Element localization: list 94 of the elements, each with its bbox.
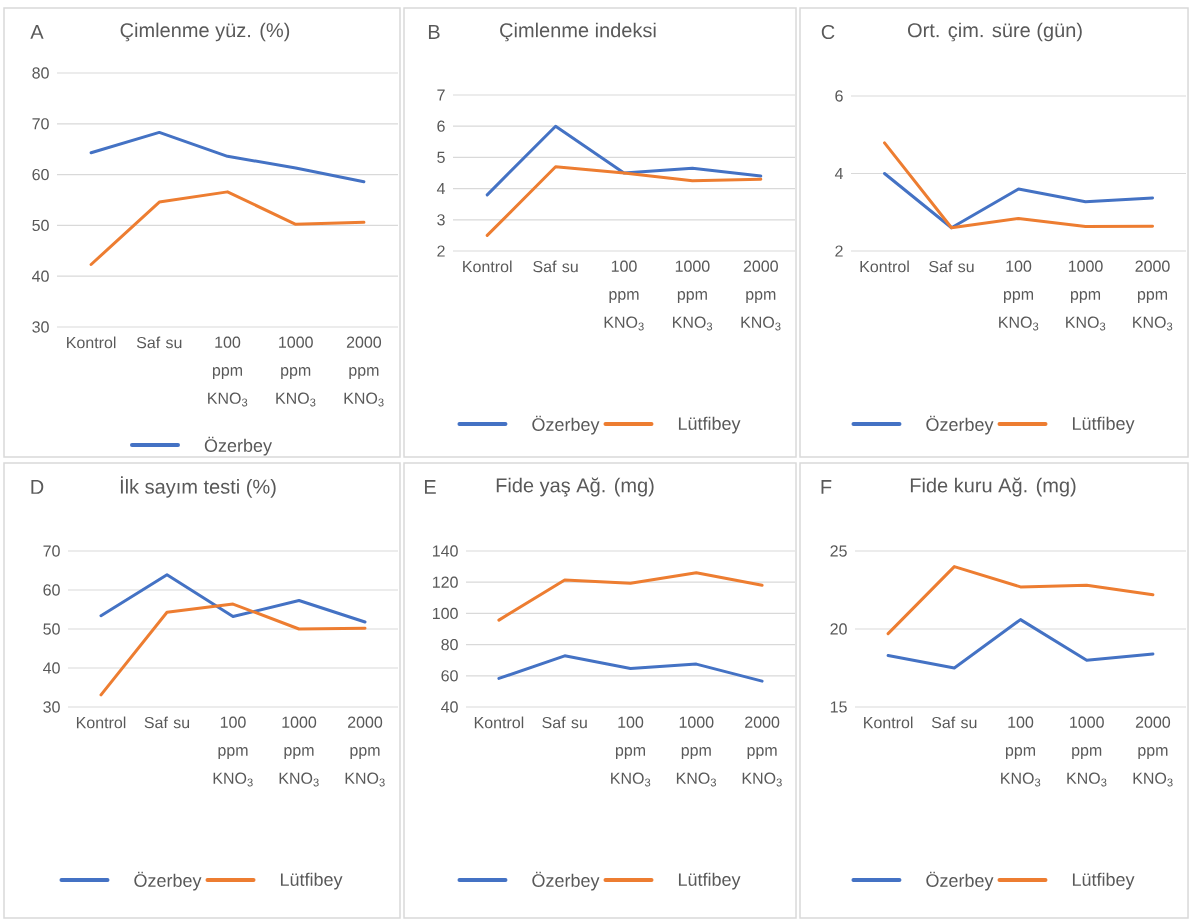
line-series [99, 602, 367, 697]
y-tick-label: 40 [32, 270, 49, 282]
legend-label: Özerbey [532, 415, 600, 435]
line-series [485, 165, 763, 237]
line-series [99, 573, 367, 624]
x-tick-label: Kontrol [67, 336, 116, 349]
legend-label: Özerbey [134, 871, 202, 891]
x-tick-label: Saf su [144, 716, 190, 729]
y-tick-label: 80 [441, 638, 458, 651]
category-label: 1000 ppm KNO$_{3}$ [276, 336, 316, 407]
y-tick-label: 4 [834, 167, 843, 179]
y-tick-label: 3 [437, 214, 445, 226]
category-label: 1000 ppm KNO$_{3}$ [676, 716, 717, 787]
y-tick-label: 2 [835, 245, 843, 257]
line-series [485, 124, 763, 197]
legend-label: Lütfibey [1072, 416, 1135, 434]
category-label: 100 ppm KNO$_{3}$ [213, 716, 253, 787]
category-label: 2000 ppm KNO$_{3}$ [742, 716, 782, 787]
category-label: 1000 ppm KNO$_{3}$ [1067, 716, 1107, 787]
legend-label: Özerbey [926, 871, 994, 891]
category-label: 100 ppm KNO$_{3}$ [611, 716, 651, 787]
category-label: 100 ppm KNO$_{3}$ [604, 260, 644, 331]
legend-label: Özerbey [204, 436, 272, 456]
chart-title: Ort. çim. süre (gün) [907, 22, 1082, 42]
line-series [883, 171, 1155, 230]
y-tick-label: 2 [437, 245, 445, 257]
y-tick-label: 100 [433, 607, 458, 620]
y-tick-label: 140 [433, 545, 458, 557]
y-tick-label: 5 [437, 151, 445, 163]
text: D [31, 480, 44, 494]
x-tick-label: Kontrol [463, 260, 512, 273]
text: A [30, 25, 44, 39]
y-tick-label: 6 [835, 90, 843, 102]
text: F [821, 480, 832, 494]
line-series [497, 571, 764, 622]
chart-title: Çimlenme yüz. (%) [120, 22, 290, 42]
x-tick-label: Kontrol [864, 716, 913, 729]
line-series [886, 565, 1155, 636]
y-tick-label: 30 [32, 321, 49, 333]
x-tick-label: Saf su [929, 260, 974, 273]
category-label: 1000 ppm KNO$_{3}$ [673, 260, 713, 331]
y-tick-label: 120 [433, 576, 458, 588]
y-tick-label: 40 [441, 701, 458, 713]
chart-title: İlk sayım testi (%) [120, 476, 276, 498]
legend-label: Özerbey [926, 415, 994, 435]
line-series [89, 190, 366, 267]
text: C [821, 24, 835, 40]
category-label: 2000 ppm KNO$_{3}$ [1133, 260, 1173, 331]
line-series [883, 141, 1155, 230]
legend-label: Lütfibey [678, 416, 741, 434]
chart-title: Çimlenme indeksi [500, 22, 656, 42]
y-tick-label: 30 [43, 701, 60, 713]
x-tick-label: Saf su [136, 336, 182, 349]
category-label: 2000 ppm KNO$_{3}$ [345, 716, 385, 787]
legend-label: Lütfibey [678, 872, 741, 890]
category-label: 1000 ppm KNO$_{3}$ [1066, 260, 1106, 331]
y-tick-label: 60 [43, 584, 60, 596]
line-series [886, 618, 1155, 670]
chart-title: Fide kuru Ağ. (mg) [910, 477, 1076, 497]
x-tick-label: Saf su [542, 716, 587, 729]
y-tick-label: 50 [32, 219, 49, 232]
y-tick-label: 15 [830, 701, 847, 713]
x-tick-label: Saf su [931, 716, 977, 729]
category-label: 1000 ppm KNO$_{3}$ [279, 716, 319, 787]
chart-title: Fide yaş Ağ. (mg) [496, 477, 654, 497]
legend-label: Özerbey [532, 871, 600, 891]
y-tick-label: 40 [43, 662, 60, 674]
x-tick-label: Kontrol [76, 716, 126, 729]
y-tick-label: 60 [441, 670, 458, 682]
category-label: 100 ppm KNO$_{3}$ [999, 260, 1039, 331]
category-label: 2000 ppm KNO$_{3}$ [741, 260, 781, 331]
y-tick-label: 80 [32, 67, 49, 79]
y-tick-label: 6 [437, 120, 445, 132]
y-tick-label: 7 [437, 89, 445, 101]
y-tick-label: 60 [32, 168, 49, 181]
category-label: 100 ppm KNO$_{3}$ [208, 336, 248, 407]
line-series [497, 654, 764, 683]
x-tick-label: Saf su [533, 260, 578, 273]
y-tick-label: 4 [436, 183, 445, 195]
category-label: 100 ppm KNO$_{3}$ [1001, 716, 1041, 787]
category-label: 2000 ppm KNO$_{3}$ [1133, 716, 1173, 787]
y-tick-label: 20 [830, 623, 847, 635]
x-tick-label: Kontrol [860, 260, 909, 273]
y-tick-label: 70 [32, 118, 49, 130]
line-series [89, 130, 366, 184]
y-tick-label: 70 [43, 545, 60, 557]
legend-label: Lütfibey [280, 872, 343, 890]
y-tick-label: 25 [830, 545, 847, 557]
x-tick-label: Kontrol [474, 716, 524, 729]
legend-label: Lütfibey [1072, 872, 1135, 890]
category-label: 2000 ppm KNO$_{3}$ [344, 336, 384, 407]
text: B [428, 25, 440, 39]
text: E [424, 480, 436, 494]
y-tick-label: 50 [43, 623, 60, 635]
